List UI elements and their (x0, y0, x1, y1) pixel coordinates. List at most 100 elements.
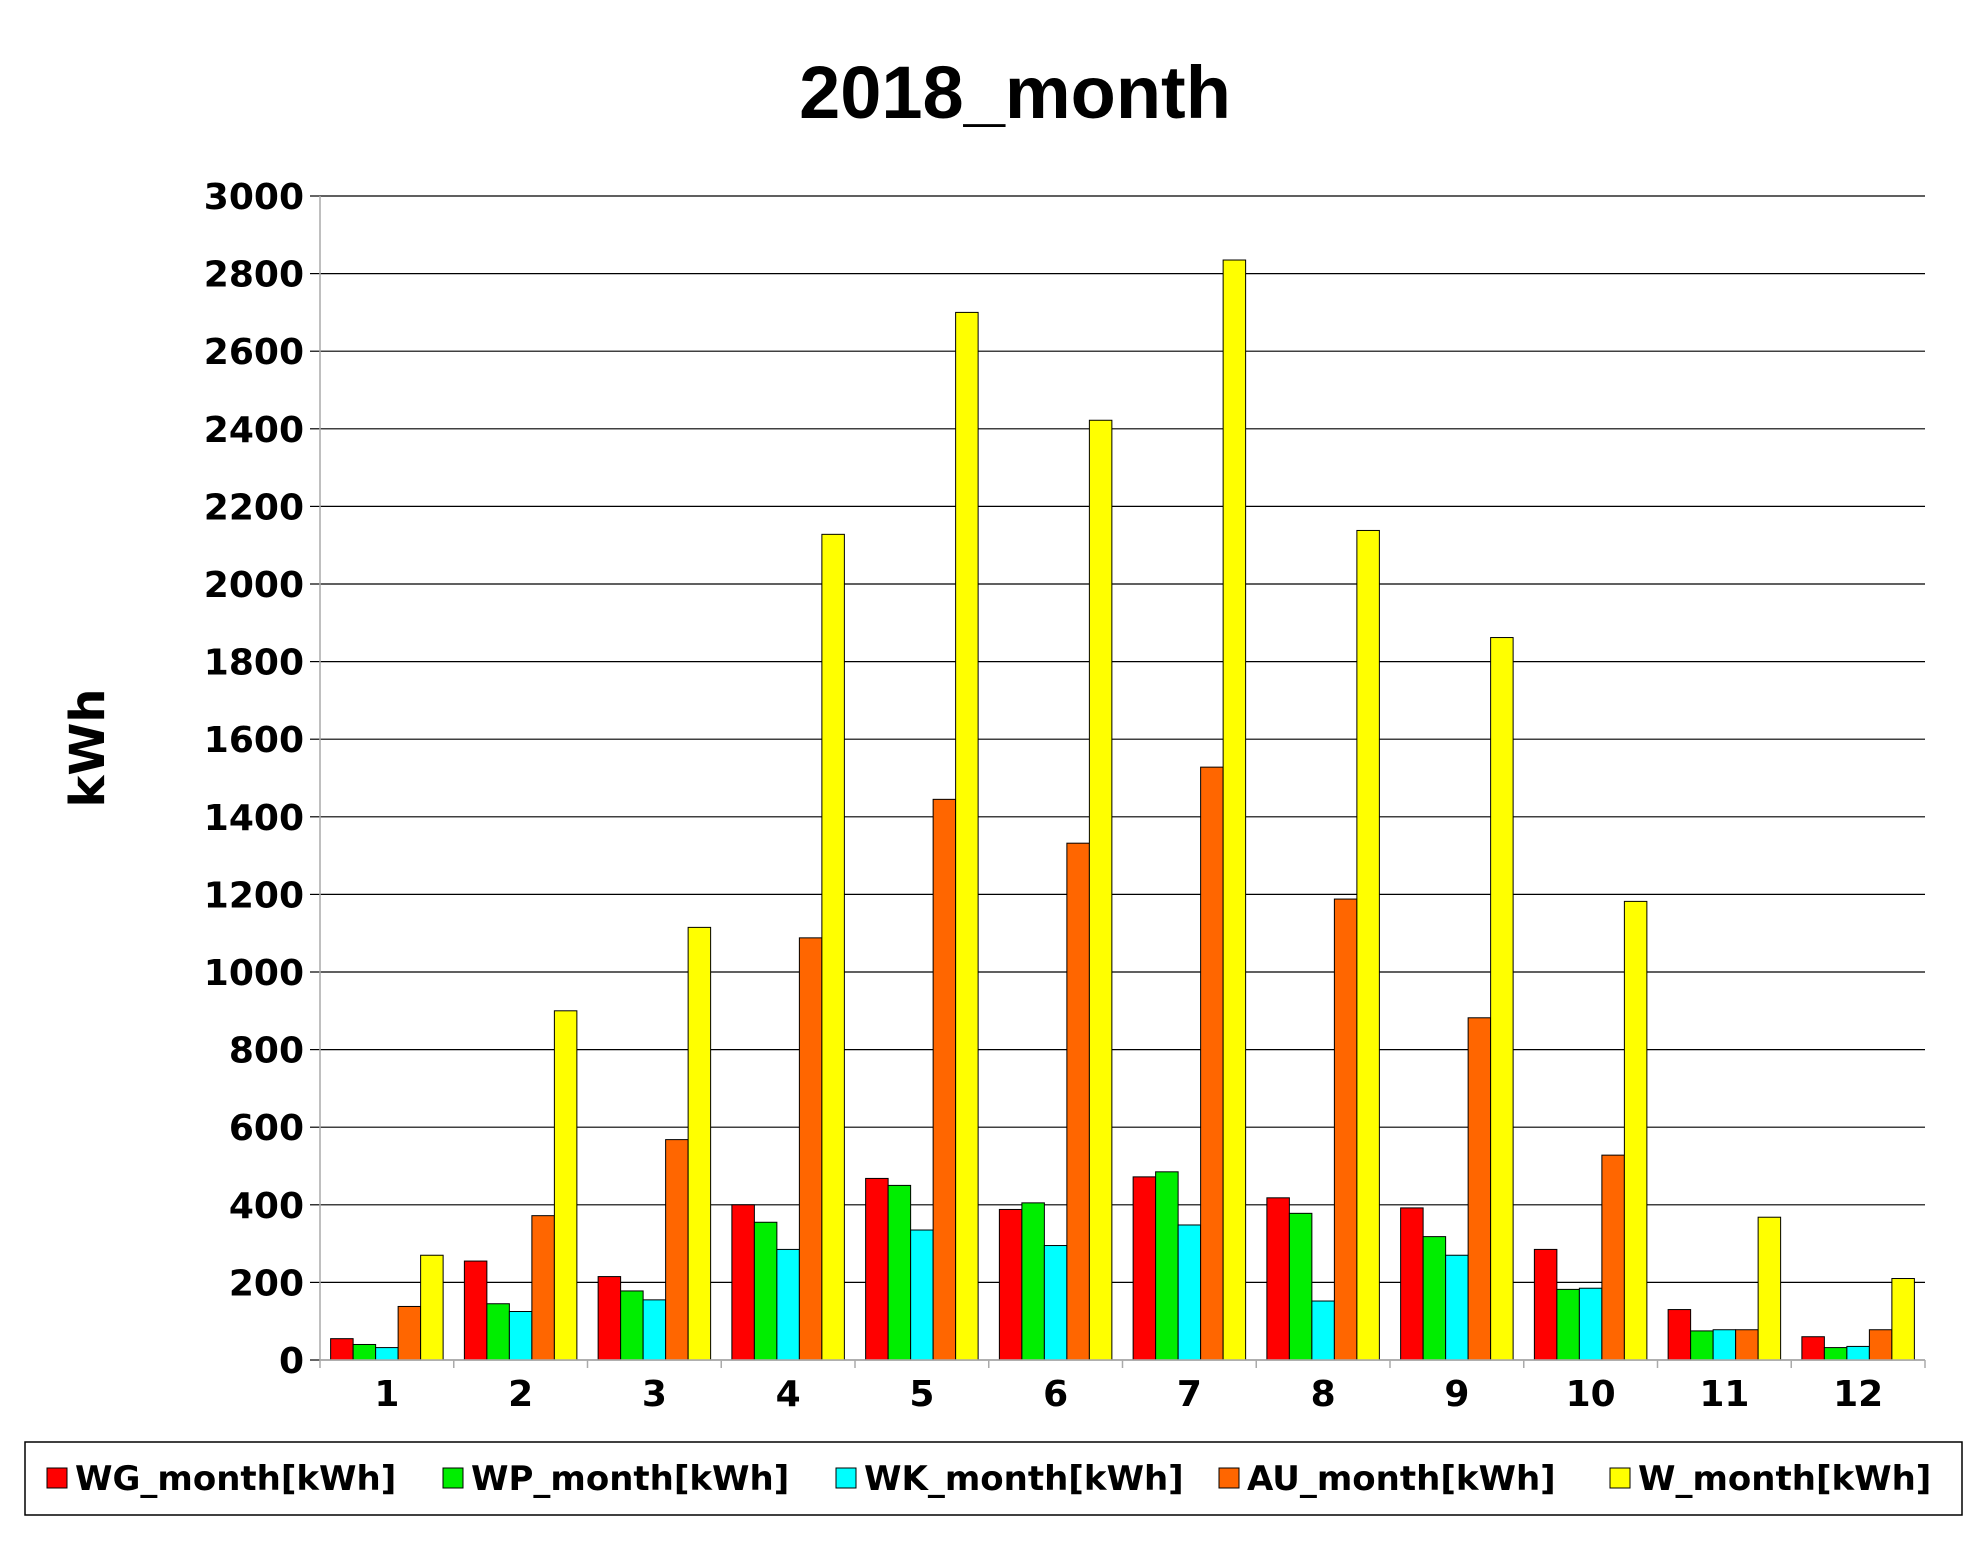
bar-WP_month[kWh]-12 (1823, 1347, 1848, 1361)
bar-W_month[kWh]-11 (1757, 1216, 1782, 1361)
x-tick-label: 7 (1177, 1374, 1202, 1415)
bar-WG_month[kWh]-1 (330, 1338, 354, 1361)
x-tick-label: 11 (1699, 1374, 1749, 1415)
bar-WP_month[kWh]-4 (753, 1221, 778, 1361)
y-tick-label: 2400 (204, 410, 304, 451)
bar-WG_month[kWh]-4 (731, 1204, 755, 1361)
legend-swatch (1609, 1467, 1631, 1489)
bar-AU_month[kWh]-7 (1200, 766, 1224, 1361)
bar-WG_month[kWh]-9 (1400, 1207, 1424, 1361)
bar-AU_month[kWh]-2 (531, 1215, 555, 1361)
bar-WK_month[kWh]-8 (1311, 1300, 1335, 1361)
bar-WK_month[kWh]-5 (910, 1229, 934, 1361)
bar-WG_month[kWh]-7 (1132, 1176, 1157, 1361)
bar-AU_month[kWh]-9 (1467, 1017, 1492, 1361)
bar-W_month[kWh]-3 (687, 926, 712, 1361)
bar-WG_month[kWh]-5 (865, 1177, 889, 1361)
bar-WK_month[kWh]-1 (375, 1347, 399, 1361)
bar-W_month[kWh]-6 (1088, 419, 1113, 1361)
bar-WK_month[kWh]-10 (1578, 1287, 1603, 1361)
y-tick-label: 2600 (204, 332, 304, 373)
bar-WK_month[kWh]-2 (508, 1311, 533, 1361)
bar-W_month[kWh]-7 (1222, 259, 1247, 1361)
bar-W_month[kWh]-1 (420, 1254, 444, 1361)
bars (330, 259, 1915, 1361)
y-tick-label: 600 (229, 1108, 304, 1149)
chart-title: 2018_month (799, 51, 1231, 134)
legend-swatch (46, 1467, 68, 1489)
y-tick-label: 1400 (204, 798, 304, 839)
bar-WK_month[kWh]-7 (1177, 1224, 1202, 1361)
bar-WK_month[kWh]-12 (1846, 1345, 1870, 1361)
bar-WG_month[kWh]-6 (998, 1208, 1023, 1361)
bar-WP_month[kWh]-7 (1155, 1171, 1179, 1361)
legend: WG_month[kWh] WP_month[kWh] WK_month[kWh] A… (24, 1441, 1963, 1516)
bar-WG_month[kWh]-8 (1266, 1197, 1290, 1361)
y-tick-label: 2000 (204, 565, 304, 606)
y-tick-labels: 0 200 400 600 800 1000 1200 1400 1600 1800 2000 220… (204, 177, 304, 1382)
axes (319, 196, 1926, 1368)
x-tick-label: 8 (1311, 1374, 1336, 1415)
bar-AU_month[kWh]-8 (1333, 898, 1358, 1361)
gridlines (310, 195, 1925, 1361)
x-tick-label: 9 (1444, 1374, 1469, 1415)
bar-WP_month[kWh]-10 (1556, 1288, 1580, 1361)
bar-WP_month[kWh]-11 (1690, 1330, 1714, 1361)
legend-label: WP_month[kWh] (471, 1459, 789, 1499)
bar-W_month[kWh]-5 (955, 311, 979, 1361)
bar-WP_month[kWh]-6 (1021, 1202, 1045, 1361)
x-tick-label: 3 (642, 1374, 667, 1415)
x-tick-label: 5 (909, 1374, 934, 1415)
bar-WP_month[kWh]-3 (620, 1290, 644, 1361)
bar-WG_month[kWh]-12 (1801, 1336, 1825, 1361)
bar-WP_month[kWh]-5 (887, 1184, 912, 1361)
y-tick-label: 3000 (204, 177, 304, 218)
bar-AU_month[kWh]-12 (1868, 1329, 1893, 1361)
bar-AU_month[kWh]-4 (798, 937, 823, 1361)
y-tick-label: 1000 (204, 953, 304, 994)
bar-W_month[kWh]-12 (1891, 1278, 1915, 1361)
legend-swatch (1218, 1467, 1240, 1489)
bar-WK_month[kWh]-3 (642, 1299, 667, 1361)
bar-WK_month[kWh]-6 (1043, 1245, 1068, 1361)
legend-box (24, 1441, 1963, 1516)
y-tick-label: 800 (229, 1031, 304, 1072)
bar-AU_month[kWh]-11 (1735, 1329, 1759, 1361)
x-tick-label: 10 (1566, 1374, 1616, 1415)
bar-W_month[kWh]-9 (1490, 637, 1514, 1361)
legend-label: W_month[kWh] (1638, 1459, 1931, 1499)
x-tick-label: 12 (1833, 1374, 1883, 1415)
bar-AU_month[kWh]-3 (665, 1139, 689, 1361)
bar-W_month[kWh]-8 (1356, 529, 1380, 1361)
legend-swatch (835, 1467, 857, 1489)
y-tick-label: 1800 (204, 643, 304, 684)
bar-WG_month[kWh]-3 (597, 1276, 622, 1361)
bar-WP_month[kWh]-1 (352, 1343, 377, 1361)
bar-WG_month[kWh]-10 (1533, 1248, 1558, 1361)
x-tick-label: 4 (776, 1374, 801, 1415)
x-tick-label: 2 (508, 1374, 533, 1415)
x-tick-label: 1 (374, 1374, 399, 1415)
bar-WK_month[kWh]-9 (1445, 1254, 1469, 1361)
x-tick-labels: 1 2 3 4 5 6 7 8 9 10 11 12 (374, 1374, 1883, 1415)
legend-label: AU_month[kWh] (1247, 1459, 1556, 1499)
y-axis-label: kWh (60, 688, 116, 807)
legend-label: WG_month[kWh] (75, 1459, 396, 1499)
bar-AU_month[kWh]-5 (932, 798, 957, 1361)
bar-WK_month[kWh]-11 (1712, 1329, 1737, 1361)
bar-AU_month[kWh]-6 (1066, 842, 1090, 1361)
y-tick-label: 1200 (204, 875, 304, 916)
bar-W_month[kWh]-4 (821, 533, 845, 1361)
legend-swatch (442, 1467, 464, 1489)
y-tick-label: 1600 (204, 720, 304, 761)
bar-WG_month[kWh]-2 (463, 1260, 488, 1361)
bar-WP_month[kWh]-9 (1422, 1236, 1447, 1361)
bar-WP_month[kWh]-8 (1288, 1212, 1313, 1361)
y-tick-label: 400 (229, 1186, 304, 1227)
bar-AU_month[kWh]-10 (1601, 1154, 1625, 1361)
bar-WK_month[kWh]-4 (776, 1248, 800, 1361)
bar-W_month[kWh]-2 (553, 1010, 578, 1361)
x-tick-label: 6 (1043, 1374, 1068, 1415)
bar-AU_month[kWh]-1 (397, 1305, 422, 1361)
